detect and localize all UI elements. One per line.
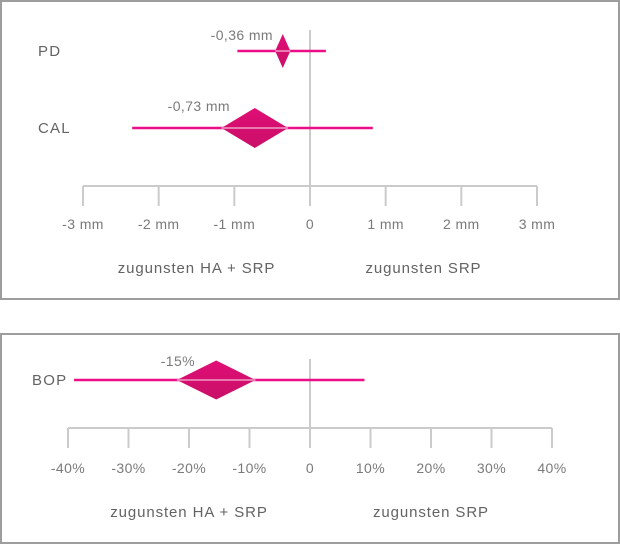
tick-label: 30% bbox=[477, 460, 506, 476]
tick-label: -2 mm bbox=[138, 216, 180, 232]
tick-label: 10% bbox=[356, 460, 385, 476]
tick-label: -20% bbox=[172, 460, 206, 476]
row-label-PD: PD bbox=[38, 43, 61, 60]
tick-label: -10% bbox=[232, 460, 266, 476]
diamond-BOP bbox=[176, 360, 256, 400]
tick-label: 3 mm bbox=[519, 216, 556, 232]
tick-label: -1 mm bbox=[213, 216, 255, 232]
direction-label-right: zugunsten SRP bbox=[366, 260, 482, 277]
tick-label: 2 mm bbox=[443, 216, 480, 232]
tick-label: 40% bbox=[537, 460, 566, 476]
estimate-label-CAL: -0,73 mm bbox=[168, 98, 230, 114]
diamond-CAL bbox=[221, 108, 289, 148]
row-label-CAL: CAL bbox=[38, 120, 71, 137]
forest-plot-panel-mm: -3 mm -2 mm -1 mm 0 1 mm 2 mm 3 mm zugunsten HA… bbox=[0, 0, 620, 300]
tick-label: 1 mm bbox=[367, 216, 404, 232]
tick-label: 20% bbox=[416, 460, 445, 476]
estimate-label-BOP: -15% bbox=[161, 353, 195, 369]
forest-plot-panel-percent: -40% -30% -20% -10% 0 10% 20% 30% 40% zugunsten H… bbox=[0, 333, 620, 544]
tick-label: 0 bbox=[306, 460, 314, 476]
row-label-BOP: BOP bbox=[32, 372, 67, 389]
estimate-label-PD: -0,36 mm bbox=[211, 27, 273, 43]
tick-label: -3 mm bbox=[62, 216, 104, 232]
tick-label: -30% bbox=[111, 460, 145, 476]
diamond-PD bbox=[275, 34, 291, 68]
direction-label-left: zugunsten HA + SRP bbox=[110, 504, 268, 521]
direction-label-left: zugunsten HA + SRP bbox=[118, 260, 276, 277]
direction-label-right: zugunsten SRP bbox=[373, 504, 489, 521]
forest-chart-percent: -40% -30% -20% -10% 0 10% 20% 30% 40% zugunsten H… bbox=[32, 353, 566, 521]
tick-label: 0 bbox=[306, 216, 314, 232]
forest-chart-mm: -3 mm -2 mm -1 mm 0 1 mm 2 mm 3 mm zugunsten HA… bbox=[38, 27, 556, 277]
tick-label: -40% bbox=[51, 460, 85, 476]
